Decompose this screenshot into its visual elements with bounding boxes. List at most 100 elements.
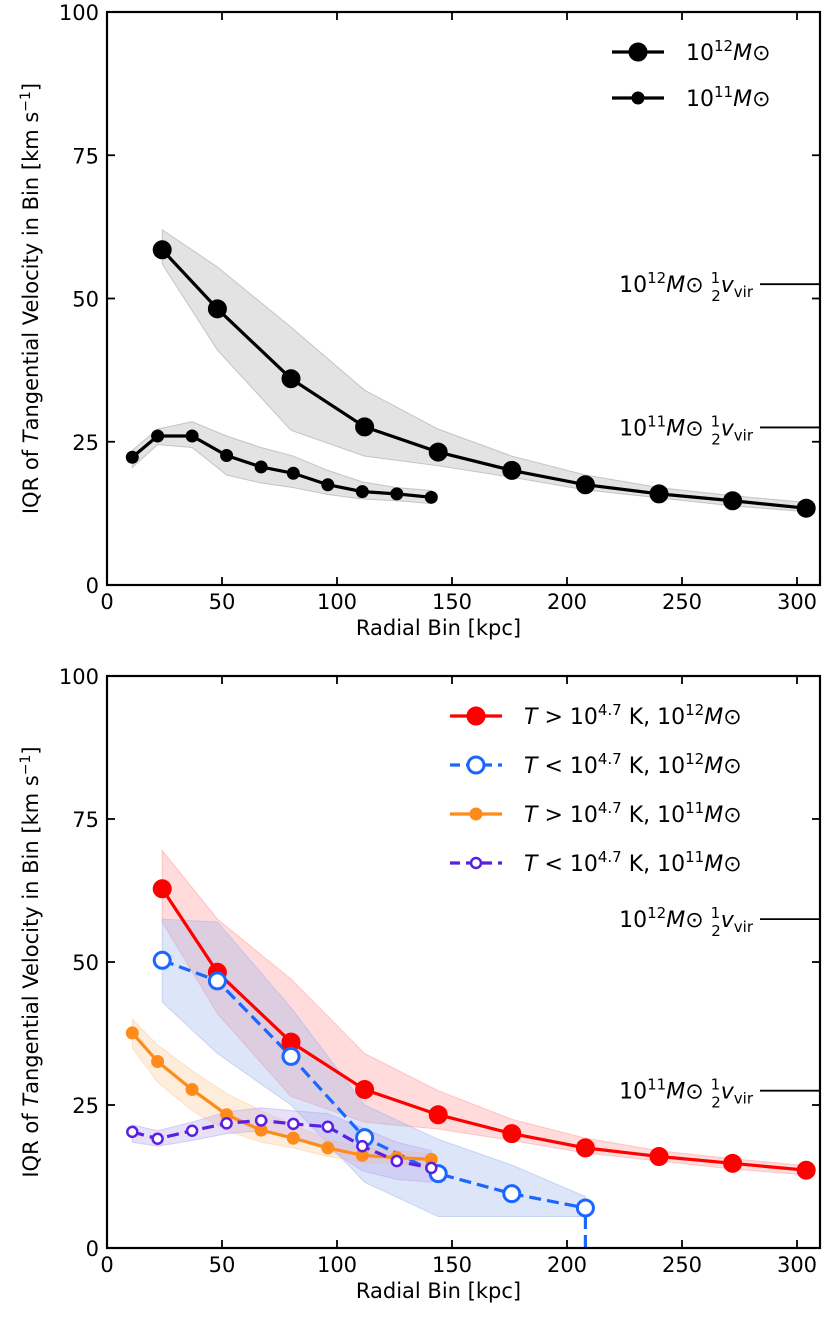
data-point: [502, 1124, 522, 1144]
legend-label: T > 104.7 K, 1012M⊙: [524, 701, 742, 730]
legend-marker: [628, 42, 648, 62]
x-tick-label: 150: [432, 1253, 472, 1277]
data-point: [152, 240, 172, 260]
data-point: [321, 1120, 335, 1133]
data-point: [220, 1117, 233, 1130]
legend-marker: [466, 706, 486, 726]
data-point: [321, 478, 335, 492]
data-point: [575, 475, 595, 495]
data-point: [428, 442, 448, 462]
data-point: [125, 1026, 139, 1040]
y-tick-label: 0: [86, 574, 99, 598]
data-point: [207, 299, 227, 319]
vvir-annotation: 1011M⊙ 1 2vvir: [619, 412, 754, 448]
legend-label: T > 104.7 K, 1011M⊙: [524, 799, 742, 828]
y-axis-label: IQR of Tangential Velocity in Bin [km s−…: [18, 83, 43, 514]
data-point: [796, 1160, 816, 1180]
x-tick-label: 50: [209, 590, 236, 614]
x-tick-label: 100: [317, 590, 357, 614]
y-tick-label: 100: [59, 1, 99, 25]
data-point: [151, 1055, 165, 1069]
vvir-annotation: 1011M⊙ 1 2vvir: [619, 1076, 754, 1112]
x-tick-label: 250: [662, 590, 702, 614]
series-line: [131, 1031, 432, 1161]
y-tick-label: 75: [72, 808, 99, 832]
data-point: [649, 484, 669, 504]
x-axis-label: Radial Bin [kpc]: [356, 1279, 521, 1303]
data-point: [286, 466, 300, 480]
data-point: [355, 1080, 375, 1100]
series-line: [131, 1118, 432, 1170]
data-point: [796, 498, 816, 518]
data-point: [575, 1198, 595, 1218]
data-point: [254, 1114, 268, 1127]
data-point: [126, 1125, 139, 1139]
legend-label: T < 104.7 K, 1012M⊙: [524, 750, 742, 779]
x-axis-label: Radial Bin [kpc]: [356, 616, 521, 640]
data-point: [220, 449, 234, 463]
y-tick-label: 25: [72, 431, 99, 455]
series-line: [131, 434, 432, 499]
data-point: [286, 1131, 300, 1145]
data-point: [152, 950, 172, 970]
x-tick-label: 200: [547, 590, 587, 614]
y-tick-label: 100: [59, 665, 99, 689]
data-point: [575, 1138, 595, 1158]
data-point: [649, 1146, 669, 1166]
x-tick-label: 0: [100, 1253, 113, 1277]
data-point: [185, 429, 199, 443]
data-point: [355, 417, 375, 437]
data-point: [502, 1184, 522, 1204]
legend-label: T < 104.7 K, 1011M⊙: [524, 848, 742, 877]
data-point: [428, 1105, 448, 1125]
vvir-annotation: 1012M⊙ 1 2vvir: [619, 904, 754, 940]
x-tick-label: 150: [432, 590, 472, 614]
y-axis-label: IQR of Tangential Velocity in Bin [km s−…: [18, 746, 43, 1177]
data-point: [254, 460, 268, 474]
x-tick-label: 0: [100, 590, 113, 614]
y-tick-label: 50: [72, 951, 99, 975]
x-tick-label: 100: [317, 1253, 357, 1277]
x-tick-label: 300: [777, 590, 817, 614]
chart-panel-2: 1012M⊙ 1 2vvir 1011M⊙ 1 2vvir 0 50 100 150 200 25…: [18, 665, 822, 1303]
data-point: [185, 1124, 199, 1137]
legend: T > 104.7 K, 1012M⊙ T < 104.7 K, 1012M⊙ T …: [450, 701, 742, 877]
data-point: [281, 369, 301, 389]
chart-panel-1: 1012M⊙ 1 2vvir 1011M⊙ 1 2vvir 0 50 100 150 200 25…: [18, 1, 822, 640]
y-tick-label: 25: [72, 1094, 99, 1118]
data-point: [281, 1046, 301, 1066]
data-point: [151, 1132, 164, 1145]
legend-marker: [631, 91, 645, 105]
data-point: [723, 1153, 743, 1173]
legend-marker: [469, 807, 483, 821]
legend-marker: [466, 755, 486, 775]
data-point: [287, 1117, 300, 1131]
data-point: [321, 1141, 335, 1155]
vvir-annotation: 1012M⊙ 1 2vvir: [619, 269, 754, 305]
legend-label: 1011M⊙: [686, 83, 771, 112]
data-point: [723, 491, 743, 511]
data-point: [425, 1161, 438, 1175]
data-point: [390, 487, 404, 501]
x-tick-label: 50: [209, 1253, 236, 1277]
data-point: [151, 429, 165, 443]
data-point: [152, 879, 172, 899]
series-line: [161, 248, 807, 510]
legend-label: 1012M⊙: [686, 37, 771, 66]
x-tick-label: 200: [547, 1253, 587, 1277]
data-point: [502, 460, 522, 480]
y-tick-label: 75: [72, 144, 99, 168]
y-tick-label: 0: [86, 1237, 99, 1261]
x-tick-label: 300: [777, 1253, 817, 1277]
data-point: [356, 1139, 369, 1153]
data-point: [355, 485, 369, 499]
series-line: [160, 887, 807, 1172]
x-tick-label: 250: [662, 1253, 702, 1277]
y-tick-label: 50: [72, 288, 99, 312]
legend: 1012M⊙ 1011M⊙: [612, 37, 771, 112]
legend-marker: [469, 856, 483, 870]
data-point: [207, 971, 227, 991]
data-point: [390, 1154, 404, 1168]
data-point: [185, 1083, 199, 1097]
